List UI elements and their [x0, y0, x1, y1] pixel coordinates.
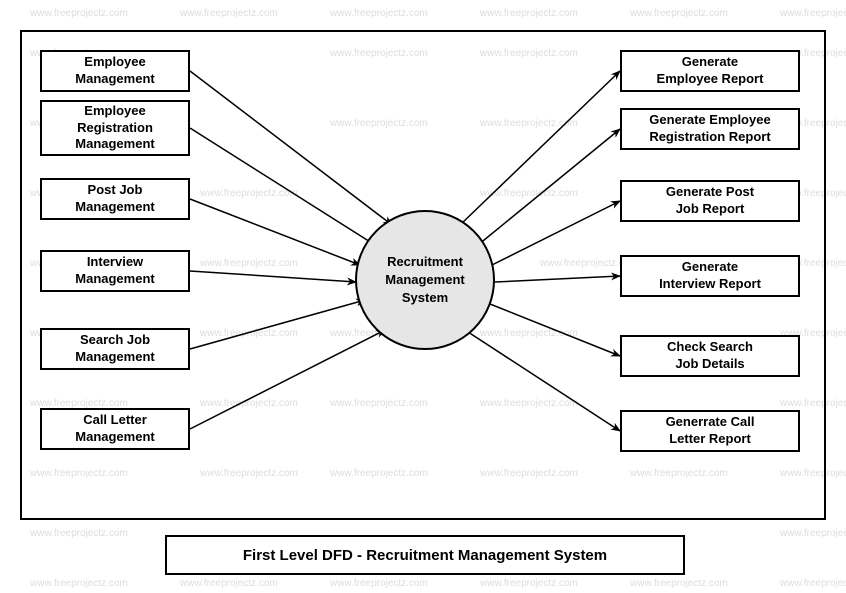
- diagram-title: First Level DFD - Recruitment Management…: [165, 535, 685, 575]
- watermark: www.freeprojectz.com: [780, 578, 846, 589]
- right-box-4: Check SearchJob Details: [620, 335, 800, 377]
- watermark: www.freeprojectz.com: [780, 8, 846, 19]
- watermark: www.freeprojectz.com: [330, 8, 428, 19]
- left-box-3: InterviewManagement: [40, 250, 190, 292]
- left-box-2: Post JobManagement: [40, 178, 190, 220]
- watermark: www.freeprojectz.com: [480, 8, 578, 19]
- watermark: www.freeprojectz.com: [630, 8, 728, 19]
- right-box-5: Generrate CallLetter Report: [620, 410, 800, 452]
- watermark: www.freeprojectz.com: [330, 578, 428, 589]
- watermark: www.freeprojectz.com: [480, 578, 578, 589]
- watermark: www.freeprojectz.com: [30, 578, 128, 589]
- left-box-5: Call LetterManagement: [40, 408, 190, 450]
- right-box-2: Generate PostJob Report: [620, 180, 800, 222]
- watermark: www.freeprojectz.com: [630, 578, 728, 589]
- watermark: www.freeprojectz.com: [30, 8, 128, 19]
- right-box-1: Generate EmployeeRegistration Report: [620, 108, 800, 150]
- right-box-0: GenerateEmployee Report: [620, 50, 800, 92]
- right-box-3: GenerateInterview Report: [620, 255, 800, 297]
- left-box-4: Search JobManagement: [40, 328, 190, 370]
- left-box-1: EmployeeRegistrationManagement: [40, 100, 190, 156]
- center-process: RecruitmentManagementSystem: [355, 210, 495, 350]
- watermark: www.freeprojectz.com: [180, 8, 278, 19]
- watermark: www.freeprojectz.com: [780, 528, 846, 539]
- watermark: www.freeprojectz.com: [30, 528, 128, 539]
- watermark: www.freeprojectz.com: [180, 578, 278, 589]
- left-box-0: EmployeeManagement: [40, 50, 190, 92]
